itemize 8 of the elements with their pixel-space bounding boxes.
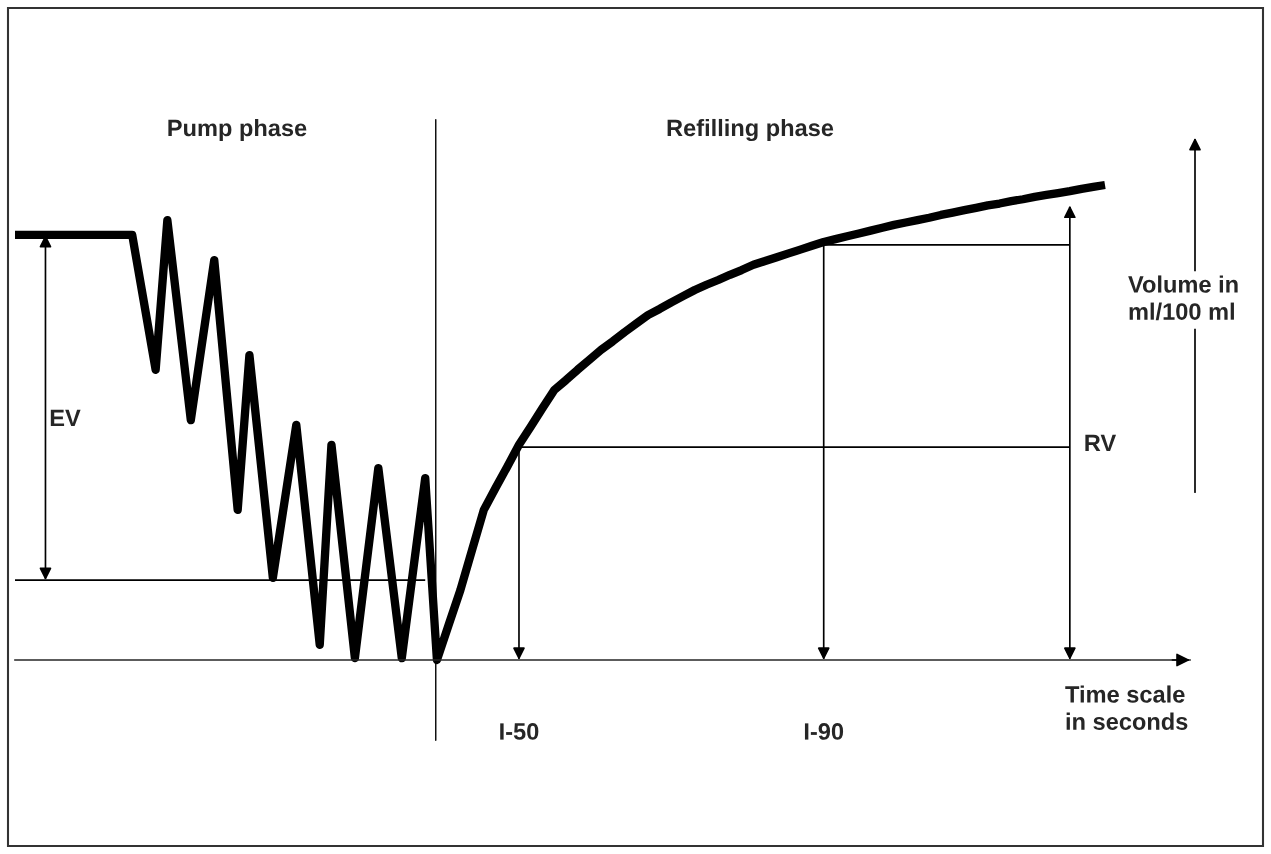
annotation: RV: [1085, 434, 1117, 452]
text: Refilling phase: [667, 118, 834, 142]
x-tick-label: I-90: [804, 723, 844, 740]
x-tick-label: I-50: [500, 723, 539, 740]
y-axis-title: Volume in ml/100 ml: [1128, 275, 1238, 321]
annotation: EV: [50, 409, 81, 427]
text: Pump phase: [168, 119, 307, 141]
x-axis-title: Time scale in seconds: [1065, 685, 1188, 730]
